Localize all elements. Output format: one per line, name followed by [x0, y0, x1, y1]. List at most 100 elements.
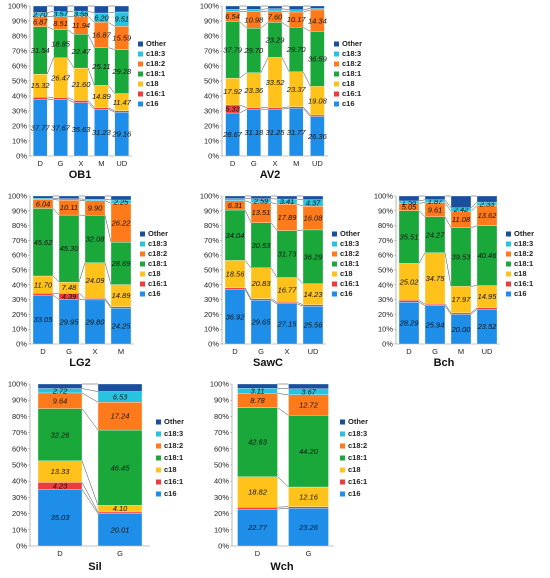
y-tick-label: 40% — [204, 92, 219, 101]
data-label: 10.98 — [244, 16, 264, 25]
chart-wch: 0% 10% 20% 30% 40% 50% 60% 70% 80% 90% 100% 22.77 18… — [210, 380, 368, 574]
data-label: 37.77 — [31, 123, 51, 132]
y-tick-label: 90% — [204, 17, 219, 26]
legend-swatch-Other — [156, 419, 161, 425]
data-label: 29.65 — [251, 318, 272, 327]
connector-line — [281, 8, 290, 10]
data-label: 2.25 — [113, 197, 129, 206]
data-label: 16.77 — [278, 286, 298, 295]
connector-line — [67, 57, 75, 69]
chart-ob1: 0% 10% 20% 30% 40% 50% 60% 70% 80% 90% 100% 37.77 15… — [8, 2, 166, 182]
bar-d-c16-1 — [33, 96, 48, 100]
data-label: 3.57 — [53, 10, 68, 19]
data-label: 8.78 — [250, 396, 265, 405]
connector-line — [244, 200, 252, 203]
data-label: 11.70 — [34, 280, 53, 289]
bar-g-c16-1 — [288, 506, 329, 509]
connector-line — [244, 287, 252, 299]
connector-line — [104, 299, 112, 309]
connector-line — [67, 29, 75, 35]
y-tick-label: 50% — [204, 77, 219, 86]
connector-line — [444, 303, 452, 314]
legend-swatch-c16 — [138, 101, 143, 107]
y-tick-label: 90% — [12, 17, 27, 26]
legend-entry: c18:1 — [348, 453, 367, 462]
connector-line — [108, 47, 115, 50]
y-tick-label: 70% — [12, 47, 27, 56]
y-tick-label: 70% — [12, 428, 27, 437]
legend-entry: c16:1 — [348, 477, 367, 486]
data-label: 32.08 — [86, 235, 106, 244]
legend-swatch-c18-2 — [156, 443, 161, 449]
y-tick-label: 80% — [204, 32, 219, 41]
y-tick-label: 10% — [12, 325, 27, 334]
data-label: 4.37 — [306, 198, 321, 207]
legend-entry: c18:1 — [146, 69, 165, 78]
legend-entry: c16:1 — [340, 279, 359, 288]
category-label: D — [406, 347, 412, 356]
legend-entry: c18:3 — [342, 49, 361, 58]
y-tick-label: 50% — [12, 77, 27, 86]
data-label: 34.04 — [226, 231, 245, 240]
legend-entry: c16 — [348, 489, 361, 498]
connector-line — [470, 201, 478, 209]
data-label: 7.60 — [268, 12, 283, 21]
y-tick-label: 80% — [204, 221, 219, 230]
connector-line — [81, 388, 99, 392]
data-label: 36.59 — [308, 54, 328, 63]
legend-entry: Other — [514, 229, 534, 238]
legend-swatch-c18-1 — [340, 455, 345, 461]
y-tick-label: 80% — [214, 412, 229, 421]
legend-entry: c16 — [340, 289, 353, 298]
bar-d-c16 — [237, 508, 278, 547]
connector-line — [108, 108, 115, 113]
legend-swatch-c16-1 — [140, 281, 145, 287]
y-tick-label: 60% — [378, 251, 393, 260]
data-label: 15.32 — [31, 81, 51, 90]
legend-entry: c18 — [342, 79, 355, 88]
bar-x-Other — [276, 195, 298, 200]
legend-swatch-c16 — [156, 491, 161, 497]
bar-d-c18 — [237, 476, 278, 508]
legend-entry: c18 — [348, 465, 361, 474]
data-label: 31.54 — [31, 46, 50, 55]
y-tick-label: 0% — [218, 542, 229, 551]
data-label: 26.47 — [50, 73, 71, 82]
connector-line — [108, 107, 115, 111]
bar-g-Other — [250, 195, 272, 199]
connector-line — [260, 8, 269, 10]
data-label: 6.87 — [33, 17, 48, 26]
y-tick-label: 100% — [8, 2, 28, 11]
data-label: 3.67 — [301, 387, 316, 396]
bar-x-c16-1 — [84, 298, 106, 301]
data-label: 2.72 — [52, 386, 68, 395]
connector-line — [260, 10, 269, 12]
category-label: X — [92, 347, 97, 356]
y-tick-label: 50% — [214, 461, 229, 470]
connector-line — [470, 307, 478, 314]
y-tick-label: 20% — [204, 122, 219, 131]
connector-line — [444, 216, 452, 228]
connector-line — [108, 22, 115, 27]
legend-swatch-c16 — [506, 291, 511, 297]
data-label: 9.90 — [88, 204, 103, 213]
bar-ud-c18-3 — [310, 8, 325, 11]
y-tick-label: 0% — [16, 152, 27, 161]
connector-line — [444, 202, 452, 212]
data-label: 25.56 — [303, 321, 324, 330]
y-tick-label: 50% — [378, 266, 393, 275]
connector-line — [81, 408, 99, 431]
connector-line — [67, 99, 75, 103]
bar-d-Other — [33, 5, 48, 13]
data-label: 4.23 — [53, 481, 68, 490]
data-label: 6.20 — [94, 13, 109, 22]
data-label: 14.95 — [478, 292, 498, 301]
connector-line — [302, 71, 311, 87]
y-tick-label: 90% — [214, 396, 229, 405]
y-tick-label: 10% — [214, 525, 229, 534]
y-tick-label: 10% — [204, 325, 219, 334]
bar-d-c18-3 — [224, 198, 246, 201]
bar-g-c18-3 — [58, 198, 80, 201]
bar-ud-c16-1 — [114, 110, 129, 113]
y-tick-label: 50% — [204, 266, 219, 275]
